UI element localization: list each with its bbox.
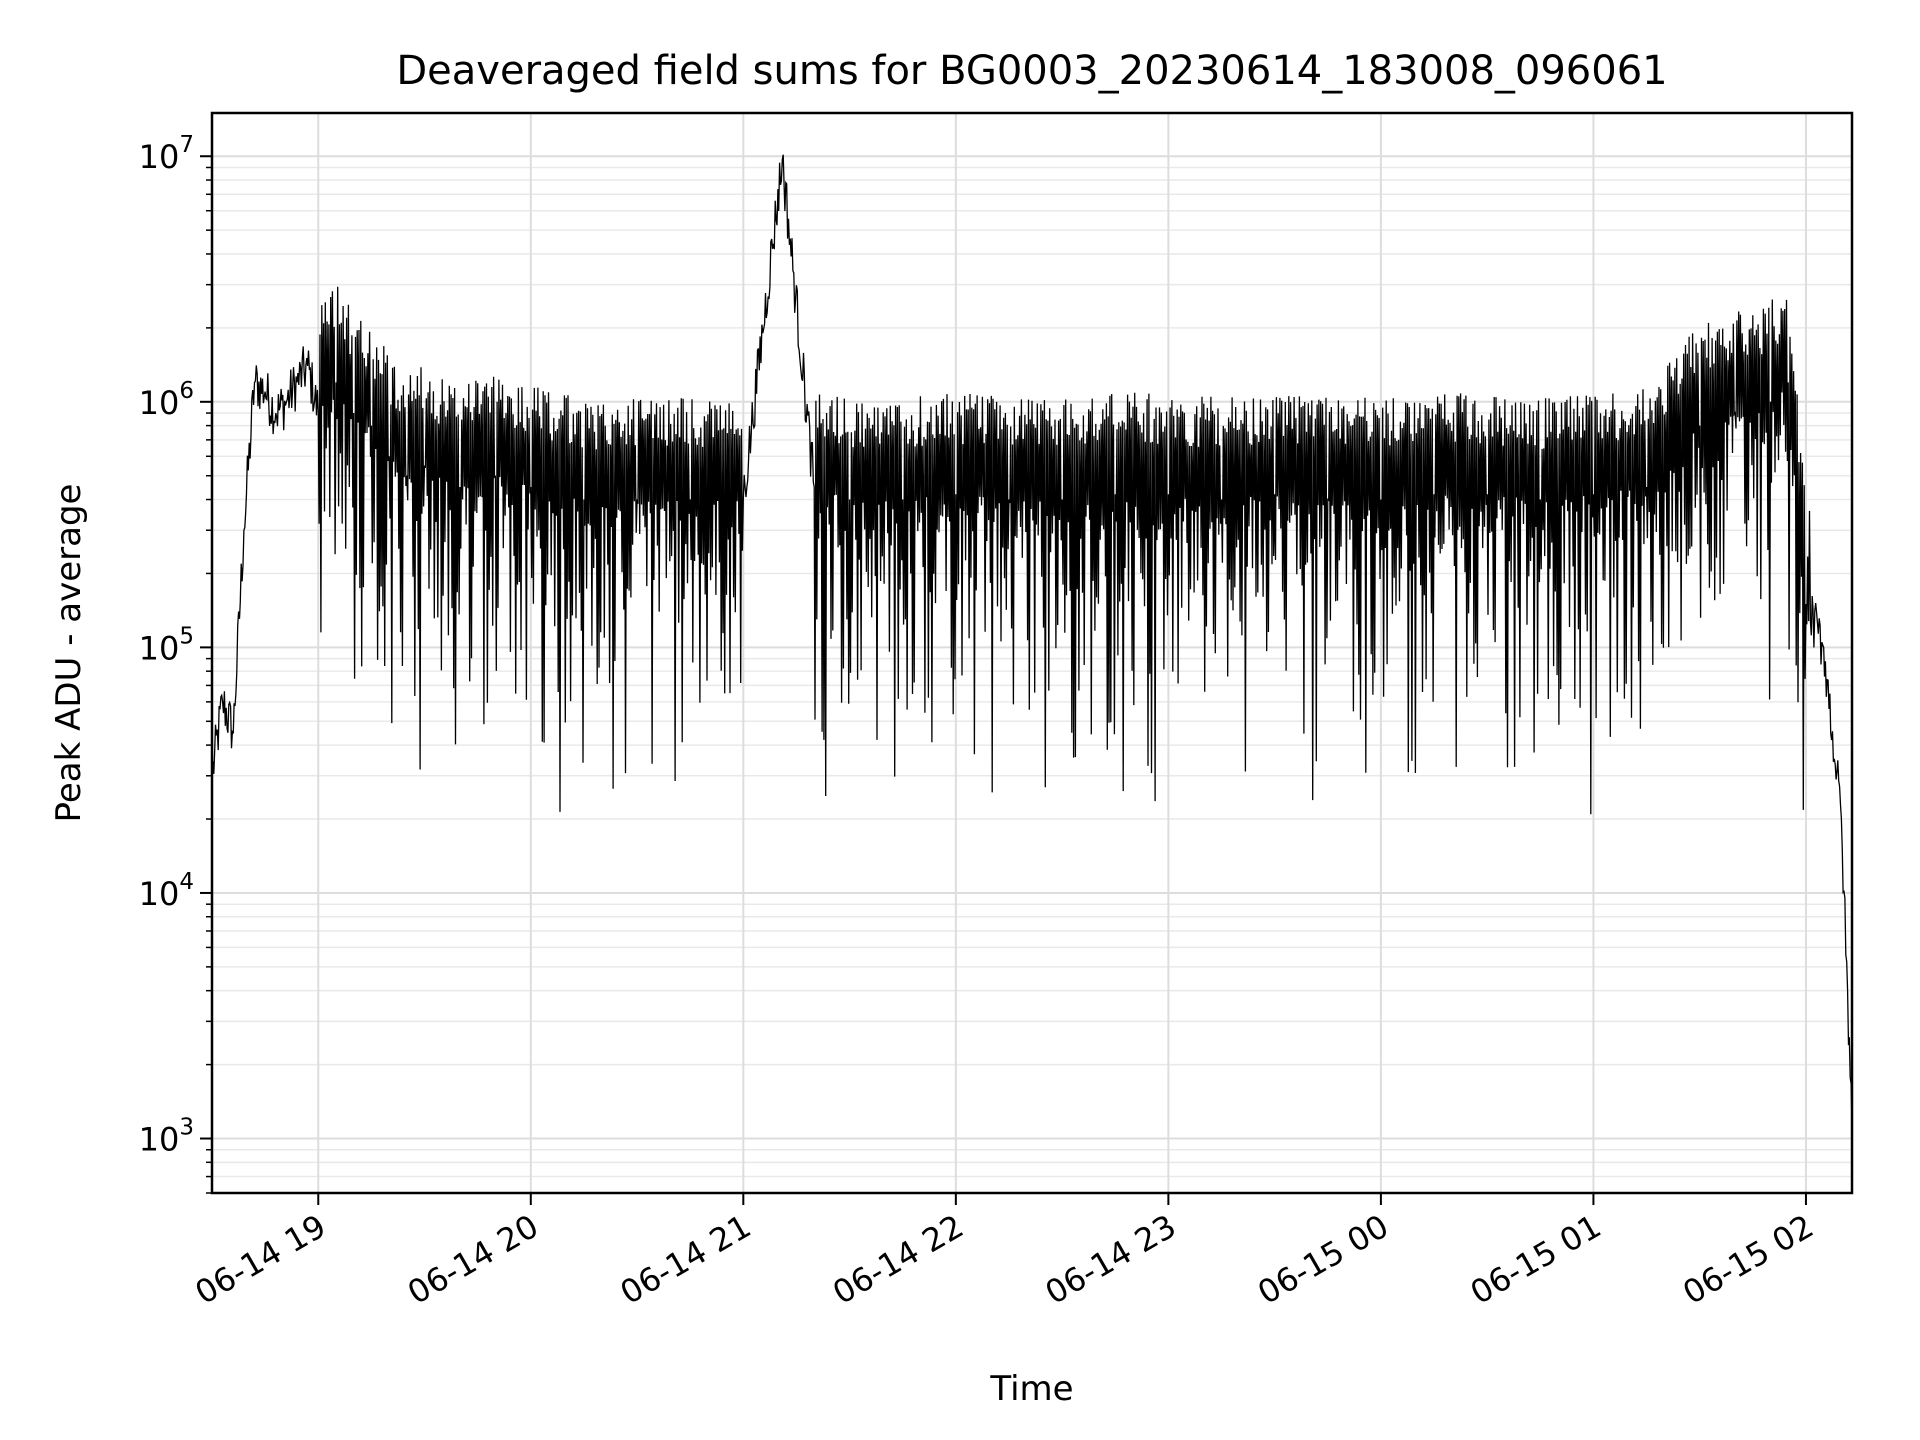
grid: [212, 113, 1852, 1194]
y-tick-label: 104: [139, 869, 194, 913]
y-tick-label: 103: [139, 1115, 194, 1159]
y-tick-label: 105: [139, 623, 194, 667]
plot-frame: [210, 111, 1854, 1195]
x-tick-label: 06-14 23: [1039, 1207, 1183, 1312]
series-line: [211, 154, 1853, 1129]
chart-title: Deaveraged field sums for BG0003_2023061…: [396, 48, 1667, 94]
y-axis-label: Peak ADU - average: [49, 484, 89, 823]
x-tick-label: 06-15 01: [1464, 1207, 1608, 1312]
x-tick-label: 06-14 20: [401, 1207, 545, 1312]
y-tick-label: 106: [139, 378, 194, 422]
x-tick-label: 06-14 21: [614, 1207, 758, 1312]
x-tick-label: 06-14 19: [189, 1207, 333, 1312]
y-tick-label: 107: [139, 132, 194, 176]
x-axis-label: Time: [989, 1369, 1073, 1409]
x-tick-label: 06-15 00: [1251, 1207, 1395, 1312]
x-tick-label: 06-15 02: [1676, 1207, 1820, 1312]
series-layer: [211, 154, 1853, 1129]
x-tick-label: 06-14 22: [826, 1207, 970, 1312]
